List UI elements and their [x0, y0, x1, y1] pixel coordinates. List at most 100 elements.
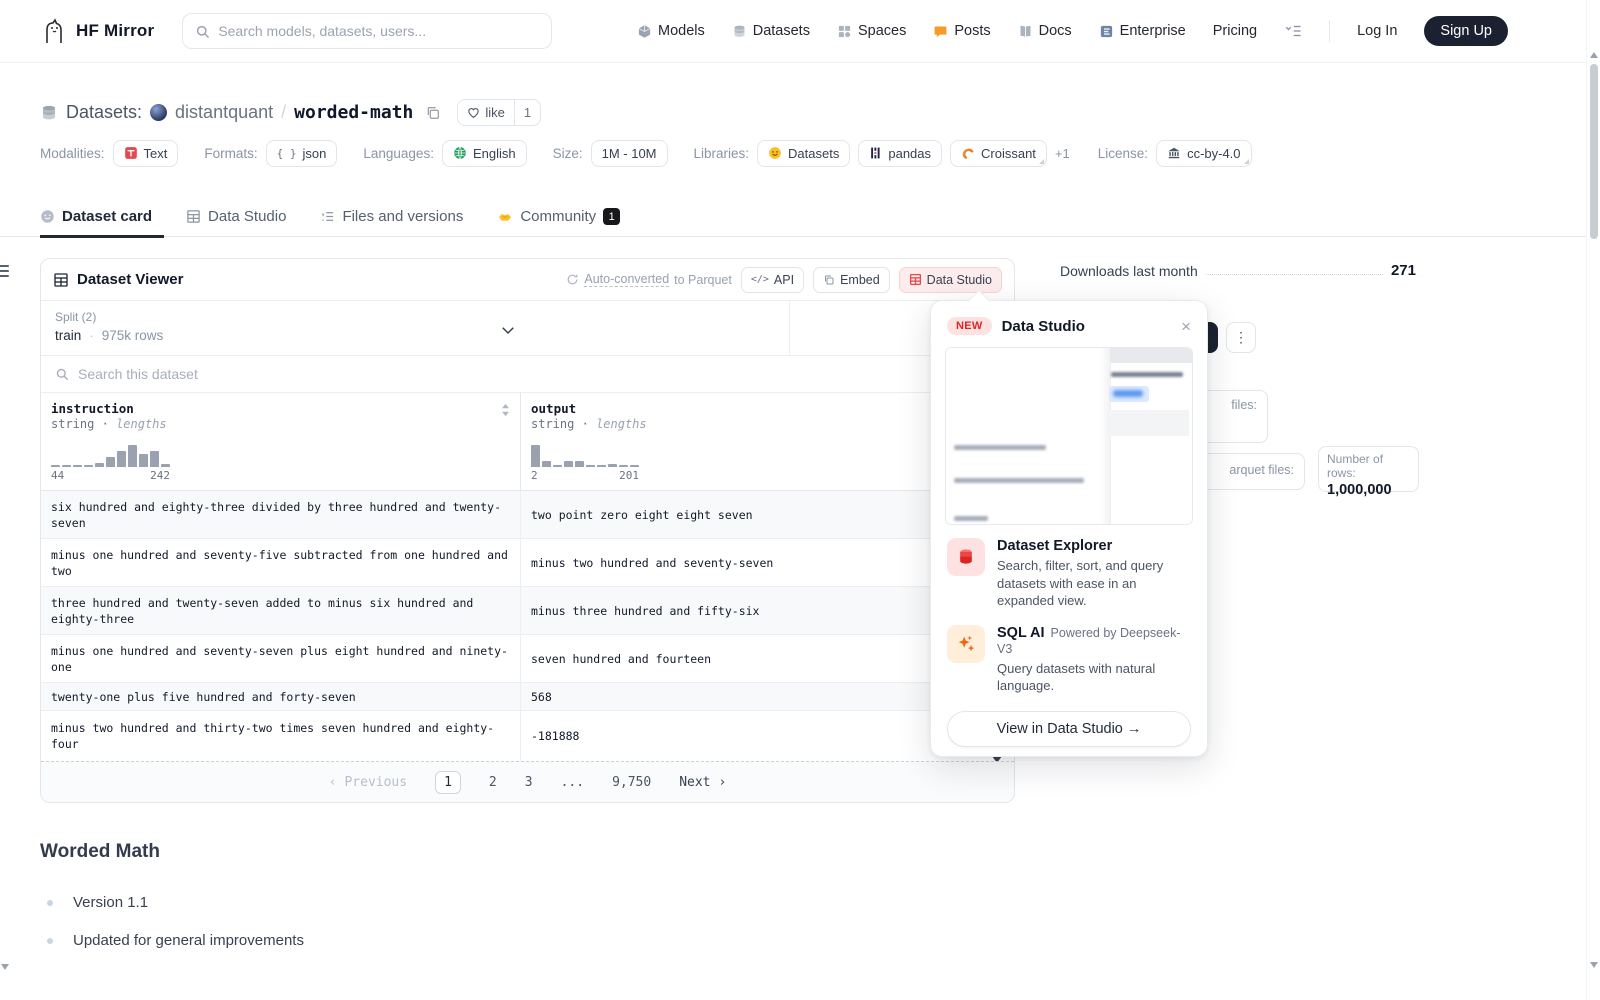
- sort-icon[interactable]: [501, 403, 510, 417]
- column-header-output[interactable]: output string · lengths 2 201: [521, 393, 1014, 490]
- breadcrumb: Datasets: distantquant / worded-math lik…: [40, 99, 542, 126]
- embed-icon: [823, 274, 835, 286]
- pandas-icon: [869, 146, 882, 160]
- stat-box-number-of-rows: Number of rows: 1,000,000: [1318, 446, 1419, 498]
- database-icon: [947, 538, 985, 576]
- nav-models[interactable]: Models: [637, 23, 705, 39]
- badge-size[interactable]: 1M - 10M: [590, 139, 668, 167]
- badge-json[interactable]: { } json: [265, 139, 338, 167]
- dataset-meta-row: Modalities: Text Formats: { } json Langu…: [40, 139, 1278, 167]
- cell-instruction: twenty-one plus five hundred and forty-s…: [41, 683, 521, 710]
- cell-output: 568: [531, 689, 552, 704]
- readme-title: Worded Math: [40, 841, 160, 862]
- kebab-menu-button[interactable]: ⋮: [1226, 322, 1256, 353]
- libraries-more[interactable]: +1: [1054, 145, 1070, 161]
- page-2-button[interactable]: 2: [488, 774, 497, 790]
- popup-header: NEW Data Studio ×: [931, 301, 1207, 345]
- top-nav: HF Mirror Models Datasets Spaces Posts D…: [0, 0, 1600, 63]
- page-1-button[interactable]: 1: [435, 770, 461, 794]
- toc-toggle-icon[interactable]: [0, 262, 9, 280]
- previous-page-button[interactable]: ‹ Previous: [328, 774, 408, 790]
- cell-output: two point zero eight eight seven: [531, 507, 753, 522]
- hist-max: 242: [150, 469, 170, 482]
- breadcrumb-owner[interactable]: distantquant: [175, 102, 274, 122]
- like-button[interactable]: like 1: [457, 99, 542, 126]
- copy-icon[interactable]: [425, 105, 441, 121]
- cell-instruction: minus two hundred and thirty-two times s…: [41, 711, 521, 761]
- breadcrumb-section[interactable]: Datasets:: [66, 102, 143, 122]
- nav-posts[interactable]: Posts: [933, 23, 991, 39]
- nav-links: Models Datasets Spaces Posts Docs Enterp…: [637, 16, 1508, 46]
- license-label: License:: [1097, 145, 1149, 161]
- next-page-button[interactable]: Next ›: [679, 774, 727, 790]
- badge-text-modality[interactable]: Text: [112, 139, 179, 167]
- badge-croissant[interactable]: Croissant: [950, 139, 1047, 167]
- viewer-header: Dataset Viewer Auto-converted to Parquet…: [41, 259, 1014, 301]
- files-versions-icon: [320, 209, 335, 224]
- scroll-up-arrow[interactable]: [1590, 52, 1598, 58]
- view-in-data-studio-button[interactable]: View in Data Studio →: [947, 710, 1191, 747]
- hist-max: 201: [619, 469, 639, 482]
- badge-pandas[interactable]: pandas: [858, 139, 943, 167]
- split-selector[interactable]: Split (2) train · 975k rows: [41, 301, 1014, 356]
- login-button[interactable]: Log In: [1357, 23, 1398, 39]
- readme-bullet: Version 1.1: [47, 894, 148, 911]
- column-header-instruction[interactable]: instruction string · lengths 44 242: [41, 393, 521, 490]
- api-button[interactable]: </> API: [740, 266, 805, 293]
- nav-pricing[interactable]: Pricing: [1212, 23, 1258, 39]
- brand-name: HF Mirror: [76, 21, 155, 40]
- formats-label: Formats:: [204, 145, 258, 161]
- nav-spaces[interactable]: Spaces: [837, 23, 906, 39]
- scroll-down-arrow[interactable]: [1590, 962, 1598, 968]
- badge-datasets-library[interactable]: Datasets: [757, 139, 851, 167]
- collapse-menu-icon[interactable]: [1284, 24, 1302, 38]
- hf-mirror-logo-icon: [40, 17, 67, 45]
- nav-search-input[interactable]: [218, 23, 540, 39]
- downloads-label: Downloads last month: [1060, 263, 1198, 279]
- cell-output: minus three hundred and fifty-six: [531, 603, 760, 618]
- refresh-icon: [566, 273, 579, 286]
- auto-converted-link[interactable]: Auto-converted to Parquet: [566, 272, 732, 287]
- nav-enterprise[interactable]: Enterprise: [1099, 23, 1186, 39]
- bank-icon: [1167, 146, 1181, 160]
- tab-dataset-card[interactable]: Dataset card: [40, 196, 165, 238]
- table-row: minus one hundred and seventy-seven plus…: [41, 635, 1014, 683]
- page-last-button[interactable]: 9,750: [612, 774, 652, 790]
- dataset-card-icon: [40, 209, 55, 224]
- split-value: train: [55, 328, 82, 343]
- page-3-button[interactable]: 3: [524, 774, 533, 790]
- community-count-badge: 1: [603, 208, 621, 225]
- modalities-label: Modalities:: [40, 145, 105, 161]
- feature-desc: Search, filter, sort, and query datasets…: [997, 558, 1164, 609]
- signup-button[interactable]: Sign Up: [1424, 16, 1508, 46]
- tab-data-studio[interactable]: Data Studio: [174, 196, 298, 237]
- cell-instruction: minus one hundred and seventy-seven plus…: [41, 635, 521, 682]
- dataset-db-icon: [40, 104, 58, 122]
- close-icon[interactable]: ×: [1181, 316, 1191, 336]
- badge-license[interactable]: cc-by-4.0: [1156, 139, 1252, 167]
- scrollbar-thumb[interactable]: [1590, 64, 1598, 239]
- owner-avatar[interactable]: [150, 104, 168, 121]
- data-studio-button[interactable]: Data Studio: [898, 266, 1002, 293]
- nav-docs[interactable]: Docs: [1018, 23, 1072, 39]
- split-divider: [789, 301, 790, 355]
- hist-min: 2: [531, 469, 538, 482]
- grid-icon: [186, 209, 201, 224]
- embed-button[interactable]: Embed: [813, 266, 890, 293]
- badge-english[interactable]: English: [441, 139, 527, 167]
- tab-files-versions[interactable]: Files and versions: [308, 196, 475, 237]
- downloads-row: Downloads last month 271: [1060, 262, 1416, 279]
- tabbar-border: [0, 236, 1600, 237]
- feature-sql-ai: SQL AI Powered by Deepseek-V3 Query datas…: [931, 612, 1207, 697]
- tab-community[interactable]: Community 1: [485, 196, 632, 237]
- dataset-search-input[interactable]: [78, 366, 1000, 382]
- home-link[interactable]: HF Mirror: [40, 17, 155, 45]
- nav-datasets[interactable]: Datasets: [732, 23, 810, 39]
- chevron-right-icon: ›: [718, 774, 727, 790]
- chevron-down-icon[interactable]: [499, 321, 517, 339]
- dataset-title: worded-math: [294, 102, 414, 123]
- search-icon: [195, 24, 210, 39]
- json-icon: { }: [276, 146, 297, 160]
- scrollbar: [1586, 0, 1600, 1000]
- cell-instruction: six hundred and eighty-three divided by …: [41, 491, 521, 538]
